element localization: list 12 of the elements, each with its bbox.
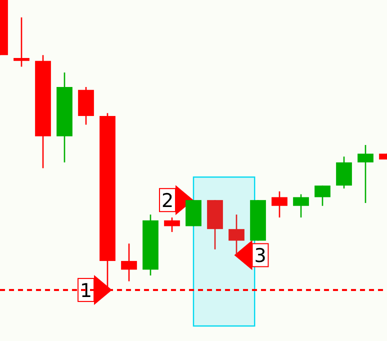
candlestick (14, 16, 30, 68)
candlestick (314, 184, 330, 207)
candlestick (336, 156, 352, 190)
candlestick (272, 190, 288, 218)
annotation: 2 (161, 190, 174, 212)
candlestick (164, 216, 180, 233)
candlestick (121, 242, 137, 282)
annotation: 1 (80, 280, 92, 302)
candlestick (293, 194, 309, 218)
candlestick (358, 144, 374, 204)
candlestick (228, 214, 244, 256)
annotation: 3 (254, 245, 266, 268)
